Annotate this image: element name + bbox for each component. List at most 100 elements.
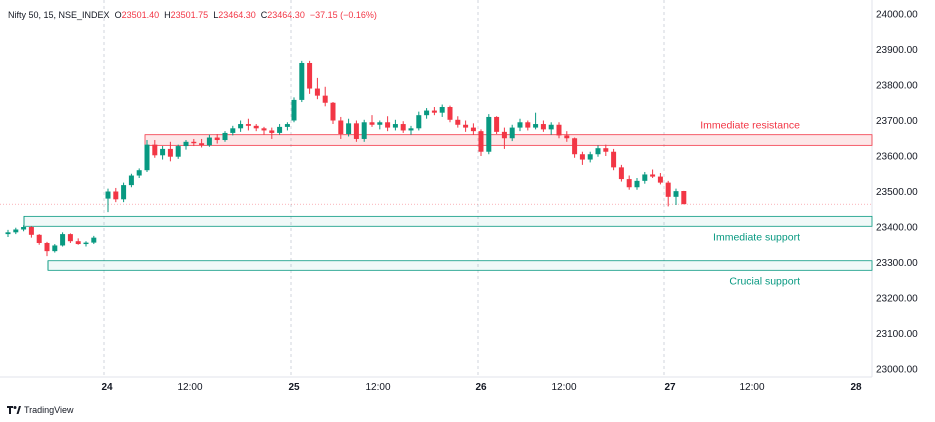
- tradingview-brand[interactable]: TradingView: [7, 405, 74, 415]
- candle-body: [144, 144, 150, 171]
- close-label: C: [260, 10, 268, 20]
- candle-body: [214, 137, 220, 141]
- candle-body: [501, 131, 507, 139]
- zone-label: Immediate support: [713, 231, 800, 243]
- candle-body: [52, 245, 58, 252]
- candle-body: [183, 141, 189, 147]
- candle-body: [105, 191, 111, 199]
- high-value: 23501.75: [170, 10, 209, 20]
- candle-body: [330, 102, 336, 121]
- candle-body: [556, 124, 562, 136]
- candle-body: [385, 122, 391, 128]
- price-tick-label: 23100.00: [876, 329, 918, 340]
- time-tick-label: 25: [288, 382, 300, 393]
- candle-body: [673, 191, 679, 197]
- candle-body: [525, 122, 531, 128]
- zone-label: Immediate resistance: [700, 120, 800, 132]
- candle-body: [238, 124, 244, 129]
- candle-body: [650, 174, 656, 177]
- candle-body: [408, 128, 414, 131]
- time-tick-label: 12:00: [365, 382, 390, 393]
- candle-body: [424, 110, 430, 116]
- candle-body: [60, 234, 66, 246]
- candle-body: [509, 127, 515, 139]
- price-tick-label: 24000.00: [876, 10, 918, 21]
- price-tick-label: 23600.00: [876, 152, 918, 163]
- candle-body: [299, 62, 305, 100]
- candle-body: [113, 191, 119, 200]
- ohlc-legend: Nifty 50, 15, NSE_INDEX O23501.40 H23501…: [8, 10, 377, 20]
- candle-body: [572, 138, 578, 155]
- candle-body: [284, 124, 290, 127]
- candle-body: [136, 170, 142, 176]
- candle-body: [642, 174, 648, 181]
- low-value: 23464.30: [218, 10, 256, 20]
- candle-body: [681, 191, 687, 205]
- candle-body: [152, 144, 158, 156]
- candle-body: [253, 125, 259, 129]
- candle-body: [21, 227, 27, 230]
- open-label: O: [114, 10, 122, 20]
- candle-body: [199, 143, 205, 146]
- price-tick-label: 23000.00: [876, 365, 918, 376]
- time-tick-label: 12:00: [739, 382, 764, 393]
- candle-body: [587, 154, 593, 160]
- candle-body: [291, 99, 297, 121]
- candle-body: [470, 127, 476, 132]
- candle-body: [222, 132, 228, 141]
- price-tick-label: 23500.00: [876, 187, 918, 198]
- time-tick-label: 12:00: [551, 382, 576, 393]
- candle-body: [191, 141, 197, 144]
- candle-body: [603, 148, 609, 152]
- candle-body: [548, 124, 554, 130]
- candle-body: [91, 237, 97, 243]
- candle-body: [167, 148, 173, 157]
- candle-body: [36, 234, 42, 243]
- time-tick-label: 24: [101, 382, 113, 393]
- candle-body: [377, 122, 383, 125]
- candle-body: [353, 123, 359, 139]
- candle-body: [245, 124, 251, 126]
- time-tick-label: 12:00: [177, 382, 202, 393]
- candle-body: [44, 242, 50, 252]
- price-tick-label: 23900.00: [876, 45, 918, 56]
- candle-body: [595, 148, 601, 155]
- price-tick-label: 23300.00: [876, 258, 918, 269]
- candle-body: [277, 126, 283, 133]
- candle-body: [533, 124, 539, 128]
- candle-body: [416, 115, 422, 129]
- candle-body: [128, 175, 134, 186]
- candle-body: [540, 124, 546, 130]
- candle-body: [338, 120, 344, 134]
- brand-name: TradingView: [24, 405, 74, 415]
- time-tick-label: 26: [475, 382, 487, 393]
- candle-body: [307, 62, 313, 89]
- candle-body: [75, 241, 81, 245]
- candle-body: [431, 110, 437, 113]
- candle-body: [121, 185, 127, 200]
- candle-body: [314, 88, 320, 96]
- candle-body: [175, 146, 181, 157]
- candle-body: [28, 227, 34, 235]
- candle-body: [463, 124, 469, 128]
- price-tick-label: 23800.00: [876, 81, 918, 92]
- time-tick-label: 28: [850, 382, 862, 393]
- price-tick-label: 23700.00: [876, 116, 918, 127]
- candle-body: [517, 122, 523, 128]
- candle-body: [447, 107, 453, 120]
- candle-body: [206, 137, 212, 146]
- candle-body: [160, 148, 166, 156]
- candle-body: [494, 116, 500, 132]
- candle-body: [564, 135, 570, 139]
- candle-body: [322, 95, 328, 103]
- zone-box: [23, 215, 873, 227]
- candle-body: [230, 128, 236, 133]
- candle-body: [579, 154, 585, 160]
- tradingview-logo-icon: [7, 406, 21, 414]
- candle-body: [346, 123, 352, 134]
- candle-body: [261, 128, 267, 131]
- candle-body: [439, 107, 445, 113]
- candle-body: [626, 179, 632, 188]
- candle-body: [361, 122, 367, 139]
